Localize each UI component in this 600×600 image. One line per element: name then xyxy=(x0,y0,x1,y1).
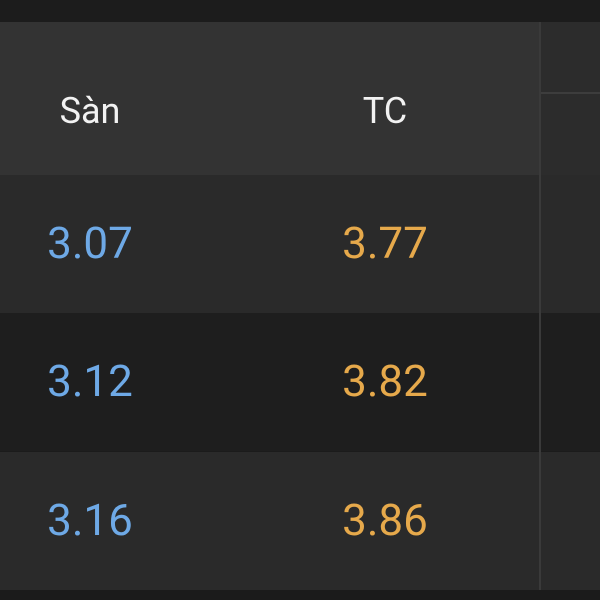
bottom-strip xyxy=(0,590,600,600)
reference-price: 3.77 xyxy=(342,217,428,269)
header-extra xyxy=(541,22,600,175)
divider xyxy=(541,92,600,94)
table-row: 3.16 3.86 xyxy=(0,452,600,590)
header-cell: Sàn xyxy=(59,90,121,132)
column-divider xyxy=(539,22,541,600)
floor-price: 3.12 xyxy=(47,355,133,407)
reference-price: 3.86 xyxy=(342,494,428,546)
reference-price: 3.82 xyxy=(342,355,428,407)
table-header: Sàn TC xyxy=(0,22,540,175)
table-row: 3.07 3.77 xyxy=(0,175,600,313)
floor-price: 3.16 xyxy=(47,494,133,546)
header-cell: TC xyxy=(362,90,408,132)
top-bar xyxy=(0,0,600,22)
floor-price: 3.07 xyxy=(47,217,133,269)
table-row: 3.12 3.82 xyxy=(0,313,600,451)
